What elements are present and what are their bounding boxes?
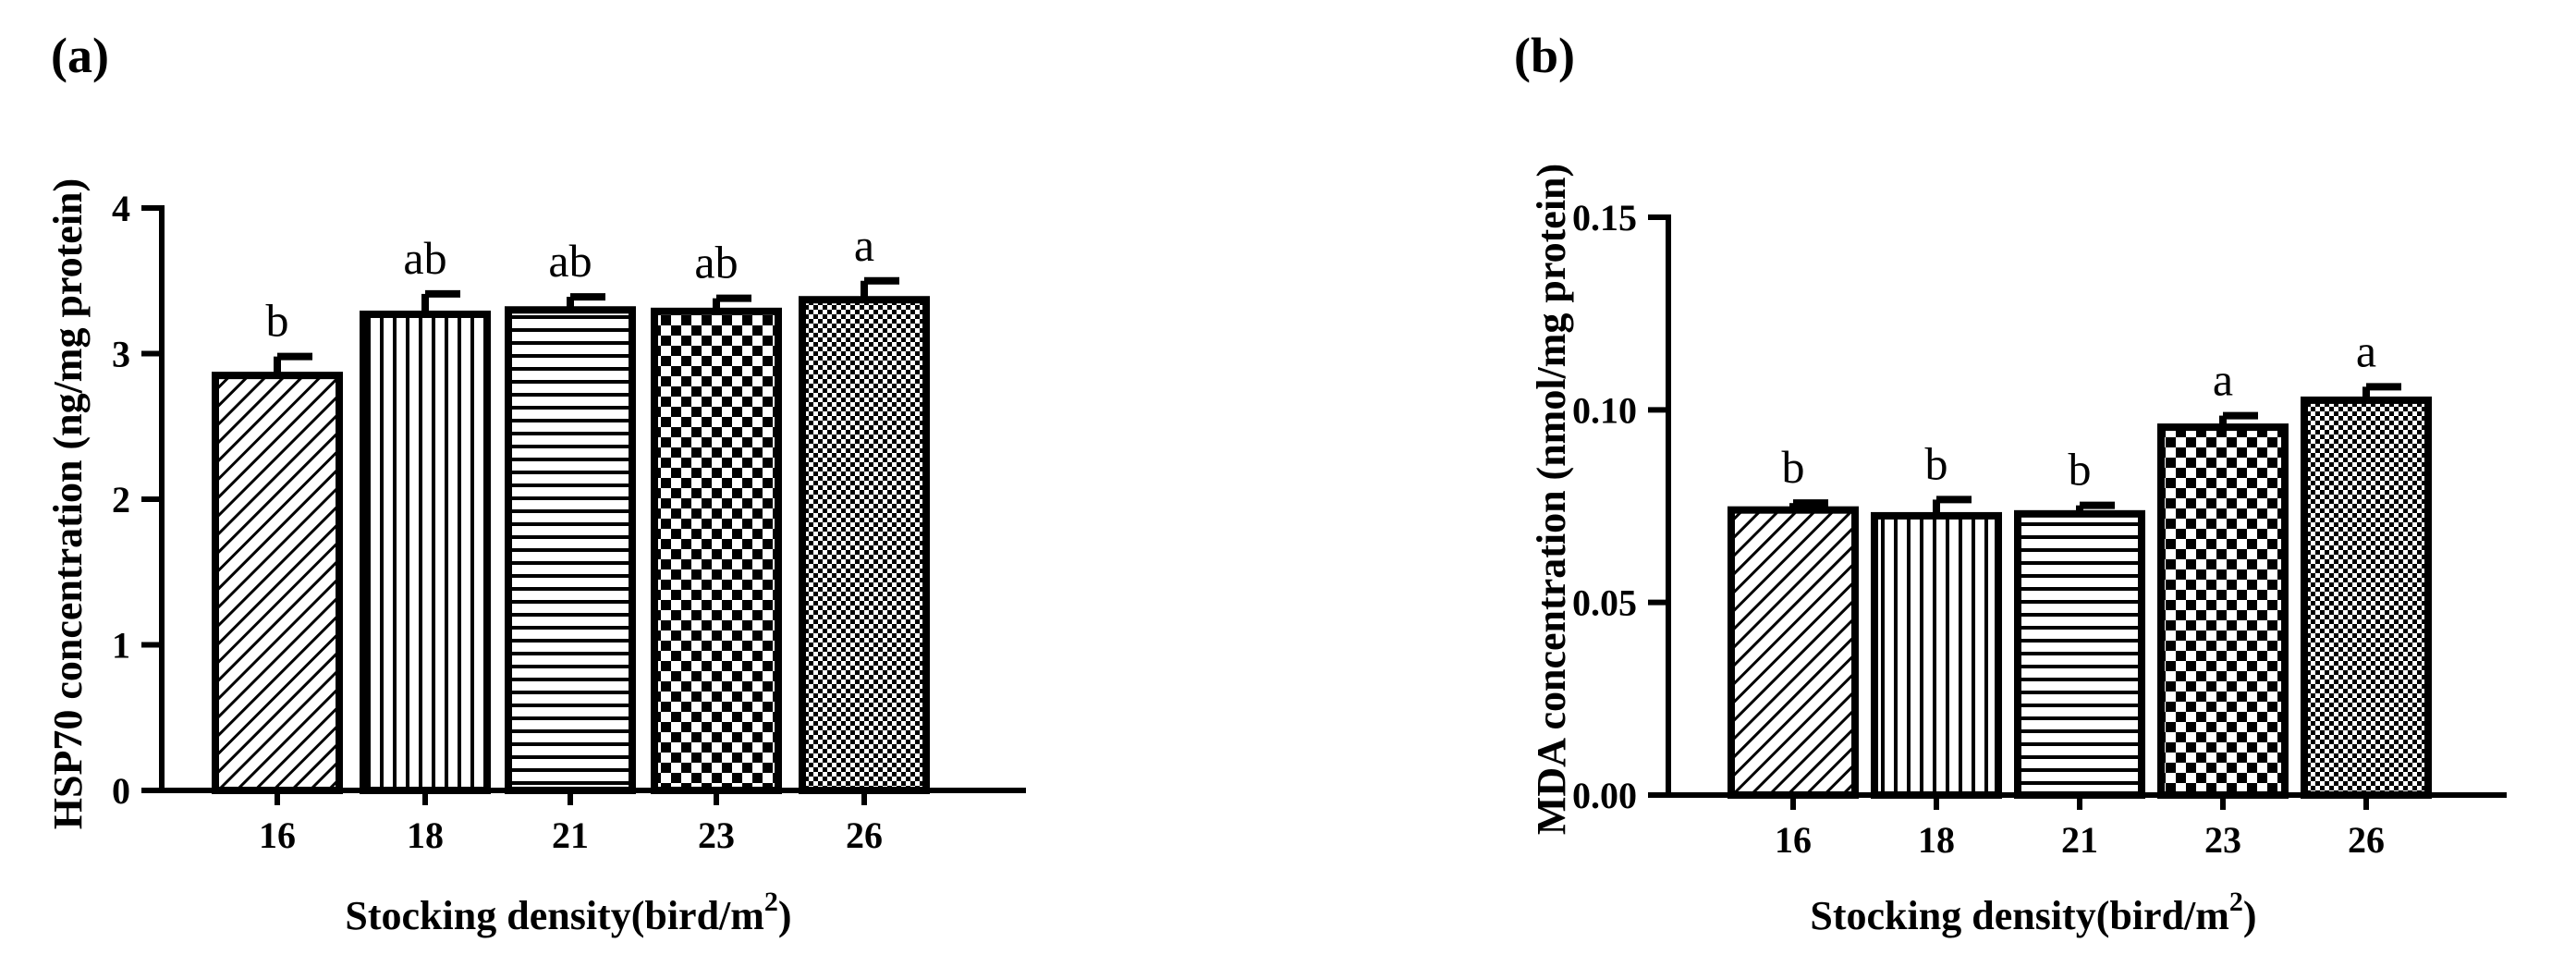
x-axis-title: Stocking density(bird/m2) bbox=[345, 887, 791, 938]
y-tick-label: 3 bbox=[112, 334, 130, 375]
significance-label: ab bbox=[403, 232, 446, 284]
significance-label: ab bbox=[548, 235, 592, 287]
axes: 16 18 21 23 26 0.00 0.05 0.10 0.15 bbox=[1572, 197, 2507, 861]
x-axis-title: Stocking density(bird/m2) bbox=[1810, 887, 2256, 938]
x-tick-label: 21 bbox=[2061, 819, 2098, 861]
significance-label: ab bbox=[694, 237, 738, 288]
y-tick-label: 0.00 bbox=[1572, 775, 1637, 816]
y-tick-label: 0 bbox=[112, 770, 130, 812]
significance-label: a bbox=[2213, 354, 2233, 406]
x-tick-label: 23 bbox=[698, 814, 735, 856]
bar-21 bbox=[505, 306, 636, 794]
y-tick-label: 0.10 bbox=[1572, 389, 1637, 431]
y-tick-label: 0.05 bbox=[1572, 582, 1637, 624]
bar-18 bbox=[360, 310, 491, 795]
bar-16 bbox=[212, 372, 343, 794]
y-tick-label: 4 bbox=[112, 188, 130, 229]
bars: b ab ab ab a bbox=[212, 219, 930, 795]
x-tick-label: 18 bbox=[1918, 819, 1955, 861]
x-tick-label: 18 bbox=[407, 814, 444, 856]
bar-16 bbox=[1728, 506, 1859, 800]
bar-21 bbox=[2014, 509, 2145, 799]
y-axis-title: MDA concentration (nmol/mg protein) bbox=[1529, 164, 1574, 835]
y-tick-label: 2 bbox=[112, 479, 130, 520]
bars: b b b a a bbox=[1728, 324, 2432, 800]
bar-26 bbox=[799, 296, 930, 795]
y-axis-title: HSP70 concentration (ng/mg protein) bbox=[45, 178, 91, 829]
bar-18 bbox=[1871, 511, 2002, 800]
x-tick-label: 26 bbox=[2348, 819, 2385, 861]
x-tick-label: 23 bbox=[2204, 819, 2241, 861]
significance-label: b bbox=[1925, 437, 1948, 489]
x-tick-label: 26 bbox=[846, 814, 883, 856]
chart-panel-b: (b) MDA concentration (nmol/mg protein) … bbox=[1514, 28, 2507, 938]
panel-label: (a) bbox=[51, 28, 109, 83]
x-tick-label: 21 bbox=[552, 814, 589, 856]
significance-label: b bbox=[2069, 444, 2092, 496]
bar-26 bbox=[2301, 396, 2432, 799]
bar-23 bbox=[2157, 423, 2289, 799]
y-tick-label: 0.15 bbox=[1572, 197, 1637, 239]
chart-panel-a: (a) HSP70 concentration (ng/mg protein) … bbox=[45, 28, 1026, 938]
panel-label: (b) bbox=[1514, 28, 1575, 83]
bar-23 bbox=[651, 307, 782, 794]
x-tick-label: 16 bbox=[1775, 819, 1812, 861]
y-tick-label: 1 bbox=[112, 625, 130, 667]
significance-label: b bbox=[266, 295, 289, 347]
significance-label: b bbox=[1782, 441, 1805, 493]
significance-label: a bbox=[2356, 324, 2376, 376]
x-tick-label: 16 bbox=[259, 814, 296, 856]
significance-label: a bbox=[854, 219, 874, 271]
